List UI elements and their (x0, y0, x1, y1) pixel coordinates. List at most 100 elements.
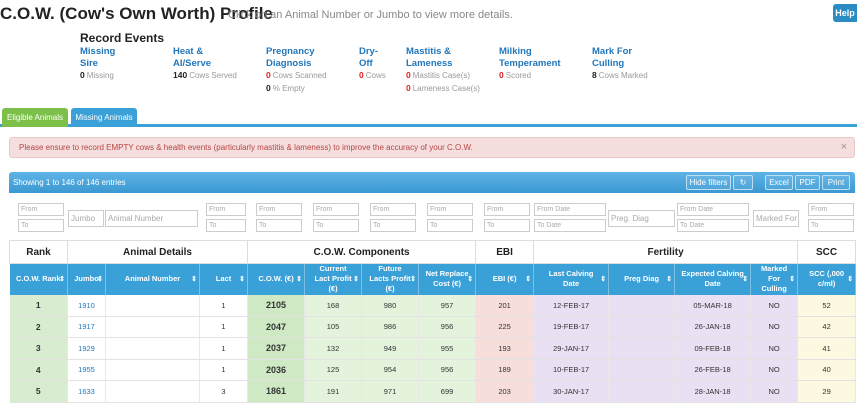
cell-last: 10-FEB-17 (533, 359, 610, 381)
cell-fut: 986 (361, 316, 420, 338)
cell-cur: 191 (304, 380, 363, 403)
cell-animal[interactable] (105, 337, 200, 360)
current-lact-to-filter[interactable]: To (313, 219, 359, 232)
cell-preg (608, 359, 676, 381)
print-button[interactable]: Print (822, 175, 850, 190)
event-stat: 0 Lameness Case(s) (406, 83, 480, 93)
last-calving-to-filter[interactable]: To Date (534, 219, 606, 232)
expected-calving-from-filter[interactable]: From Date (677, 203, 749, 216)
column-header[interactable]: Net Replace Cost (€) ⇕ (418, 263, 477, 295)
ebi-from-filter[interactable]: From (484, 203, 530, 216)
event-label[interactable]: Milking (499, 46, 532, 57)
event-dry-off[interactable]: Dry- Off 0 Cows (359, 46, 386, 81)
cell-animal[interactable] (105, 380, 200, 403)
hide-filters-button[interactable]: Hide filters (686, 175, 731, 190)
cell-jumbo[interactable]: 1955 (67, 359, 106, 381)
event-label[interactable]: Sire (80, 58, 98, 69)
column-header[interactable]: EBI (€) ⇕ (475, 263, 535, 295)
event-label[interactable]: Mastitis & (406, 46, 451, 57)
lact-to-filter[interactable]: To (206, 219, 246, 232)
cell-jumbo[interactable]: 1910 (67, 294, 106, 317)
future-lacts-to-filter[interactable]: To (370, 219, 416, 232)
cell-animal[interactable] (105, 316, 200, 338)
cell-last: 19-FEB-17 (533, 316, 610, 338)
lact-from-filter[interactable]: From (206, 203, 246, 216)
cell-animal[interactable] (105, 359, 200, 381)
current-lact-from-filter[interactable]: From (313, 203, 359, 216)
column-header[interactable]: C.O.W. Rank ⇕ (9, 263, 68, 295)
cell-jumbo[interactable]: 1917 (67, 316, 106, 338)
event-label[interactable]: Missing (80, 46, 116, 57)
event-label[interactable]: Diagnosis (266, 58, 312, 69)
cell-lact: 1 (199, 337, 249, 360)
page-title: C.O.W. (Cow's Own Worth) Profile (0, 4, 273, 23)
cell-jumbo[interactable]: 1633 (67, 380, 106, 403)
event-label[interactable]: Heat & (173, 46, 204, 57)
cell-rank: 5 (9, 380, 68, 403)
event-label[interactable]: Culling (592, 58, 625, 69)
column-header[interactable]: Current Lact Profit (€) ⇕ (304, 263, 363, 295)
event-heat-ai-serve[interactable]: Heat & AI/Serve 140 Cows Served (173, 46, 237, 81)
event-label[interactable]: Pregnancy (266, 46, 315, 57)
column-header[interactable]: Jumbo ⇕ (67, 263, 106, 295)
marked-for-filter[interactable]: Marked For (753, 210, 799, 227)
column-header[interactable]: Preg Diag ⇕ (608, 263, 676, 295)
column-header[interactable]: C.O.W. (€) ⇕ (247, 263, 306, 295)
cell-net: 955 (418, 337, 477, 360)
tab-eligible-animals[interactable]: Eligible Animals (2, 108, 68, 127)
column-header[interactable]: Lact ⇕ (199, 263, 249, 295)
sort-icon: ⇕ (742, 276, 749, 283)
future-lacts-from-filter[interactable]: From (370, 203, 416, 216)
cell-preg (608, 294, 676, 317)
close-icon[interactable]: × (840, 141, 847, 153)
cell-cow: 2047 (247, 316, 306, 338)
event-missing-sire[interactable]: Missing Sire 0 Missing (80, 46, 115, 81)
pdf-button[interactable]: PDF (795, 175, 820, 190)
cell-jumbo[interactable]: 1929 (67, 337, 106, 360)
scc-to-filter[interactable]: To (808, 219, 854, 232)
rank-from-filter[interactable]: From (18, 203, 64, 216)
table-row: 2 1917 1 2047 105 986 956 225 19-FEB-17 26-JAN-18… (9, 316, 857, 338)
event-pregnancy-diagnosis[interactable]: Pregnancy Diagnosis 0 Cows Scanned 0% Emp… (266, 46, 327, 94)
event-label[interactable]: Temperament (499, 58, 561, 69)
column-header[interactable]: Marked For Culling ⇕ (750, 263, 799, 295)
column-header[interactable]: Expected Calving Date ⇕ (674, 263, 752, 295)
cow-to-filter[interactable]: To (256, 219, 302, 232)
group-header-row: Rank Animal Details C.O.W. Components EB… (9, 240, 857, 264)
event-milking-temperament[interactable]: Milking Temperament 0 Scored (499, 46, 561, 81)
table-row: 3 1929 1 2037 132 949 955 193 29-JAN-17 09-FEB-18… (9, 337, 857, 360)
event-label[interactable]: Off (359, 58, 373, 69)
expected-calving-to-filter[interactable]: To Date (677, 219, 749, 232)
column-header[interactable]: Future Lacts Profit (€) ⇕ (361, 263, 420, 295)
event-label[interactable]: Dry- (359, 46, 379, 57)
table-row: 4 1955 1 2036 125 954 956 189 10-FEB-17 26-FEB-18… (9, 359, 857, 381)
excel-button[interactable]: Excel (765, 175, 793, 190)
cell-cull: NO (750, 359, 799, 381)
preg-diag-filter[interactable]: Preg. Diag (608, 210, 675, 227)
sort-icon: ⇕ (239, 276, 246, 283)
last-calving-from-filter[interactable]: From Date (534, 203, 606, 216)
scc-from-filter[interactable]: From (808, 203, 854, 216)
cell-cow: 1861 (247, 380, 306, 403)
cow-from-filter[interactable]: From (256, 203, 302, 216)
column-header[interactable]: Last Calving Date ⇕ (533, 263, 610, 295)
column-header[interactable]: SCC (,000 c/ml) ⇕ (797, 263, 857, 295)
cell-preg (608, 316, 676, 338)
animal-number-filter[interactable]: Animal Number (105, 210, 198, 227)
ebi-to-filter[interactable]: To (484, 219, 530, 232)
column-header[interactable]: Animal Number ⇕ (105, 263, 200, 295)
event-label[interactable]: Mark For (592, 46, 633, 57)
help-button[interactable]: Help (833, 4, 857, 22)
event-label[interactable]: Lameness (406, 58, 453, 69)
jumbo-filter[interactable]: Jumbo (68, 210, 104, 227)
refresh-icon[interactable]: ↻ (733, 175, 753, 190)
event-mark-for-culling[interactable]: Mark For Culling 8 Cows Marked (592, 46, 648, 81)
tab-missing-animals[interactable]: Missing Animals (71, 108, 137, 127)
net-replace-from-filter[interactable]: From (427, 203, 473, 216)
event-label[interactable]: AI/Serve (173, 58, 212, 69)
net-replace-to-filter[interactable]: To (427, 219, 473, 232)
alert-message: Please ensure to record EMPTY cows & hea… (19, 143, 473, 152)
rank-to-filter[interactable]: To (18, 219, 64, 232)
cell-animal[interactable] (105, 294, 200, 317)
